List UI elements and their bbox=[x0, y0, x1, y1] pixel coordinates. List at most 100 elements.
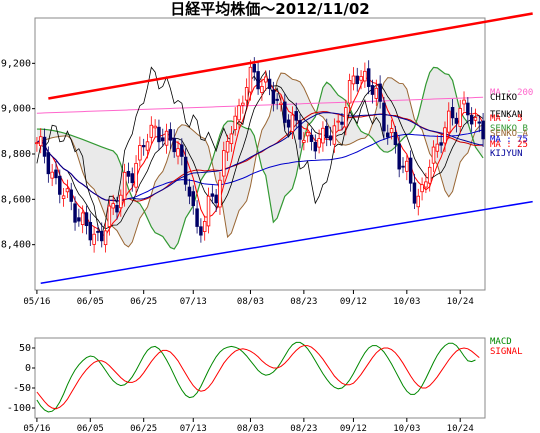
candle-body bbox=[88, 222, 93, 241]
x-tick-label: 05/16 bbox=[23, 297, 50, 307]
candle-body bbox=[183, 156, 188, 185]
legend-item: SENKO_B bbox=[490, 124, 528, 134]
candle-body bbox=[187, 186, 192, 197]
candle-body bbox=[450, 107, 455, 119]
candle-body bbox=[111, 203, 115, 209]
candle-body bbox=[103, 230, 108, 246]
macd-x-tick-label: 09/12 bbox=[340, 424, 367, 433]
candle-body bbox=[50, 171, 54, 179]
candle-body bbox=[77, 217, 81, 222]
candle-body bbox=[286, 119, 291, 128]
candle-body bbox=[46, 152, 51, 175]
candle-body bbox=[332, 125, 337, 145]
candle-body bbox=[366, 68, 371, 87]
candle-body bbox=[466, 102, 470, 116]
candle-body bbox=[359, 76, 363, 81]
candle-body bbox=[248, 66, 253, 93]
candle-body bbox=[180, 144, 184, 157]
candle-body bbox=[164, 130, 169, 146]
candle-body bbox=[416, 195, 420, 208]
candle-body bbox=[370, 85, 375, 95]
candle-body bbox=[405, 160, 409, 172]
candle-body bbox=[439, 142, 443, 146]
candle-body bbox=[145, 141, 150, 151]
candle-body bbox=[130, 173, 134, 184]
chiko-line bbox=[36, 66, 385, 237]
macd-x-tick-label: 08/23 bbox=[290, 424, 317, 433]
legend-item: KIJYUN bbox=[490, 149, 523, 159]
candle-body bbox=[401, 165, 405, 168]
candle-body bbox=[35, 142, 39, 145]
candle-body bbox=[477, 121, 482, 124]
candle-body bbox=[393, 132, 398, 146]
candle-body bbox=[61, 195, 66, 199]
candle-body bbox=[107, 205, 112, 227]
candle-body bbox=[420, 184, 424, 193]
ma200-line bbox=[36, 96, 484, 114]
candle-body bbox=[54, 169, 58, 179]
candle-body bbox=[382, 102, 386, 132]
x-tick-label: 06/25 bbox=[130, 297, 157, 307]
candle-body bbox=[271, 89, 276, 104]
candle-body bbox=[473, 117, 478, 121]
chart-title: 日経平均株価～2012/11/02 bbox=[170, 0, 370, 18]
candle-body bbox=[161, 137, 165, 142]
candle-body bbox=[260, 86, 264, 93]
candle-body bbox=[141, 145, 146, 148]
y-tick-label: 8,600 bbox=[1, 194, 31, 205]
candle-body bbox=[397, 143, 401, 170]
candle-body bbox=[176, 148, 180, 157]
macd-x-tick-label: 06/05 bbox=[77, 424, 104, 433]
candle-body bbox=[38, 136, 43, 147]
trendline bbox=[48, 12, 533, 100]
candle-body bbox=[210, 193, 215, 197]
candle-body bbox=[199, 226, 203, 236]
indicator-lines bbox=[36, 66, 484, 237]
macd-legend-item: SIGNAL bbox=[490, 347, 523, 357]
candle-body bbox=[283, 101, 287, 123]
macd-y-tick-label: -50 bbox=[13, 383, 31, 394]
macd-y-tick-label: 50 bbox=[19, 343, 31, 354]
macd-x-tick-label: 07/13 bbox=[180, 424, 207, 433]
candle-body bbox=[115, 204, 119, 213]
candle-body bbox=[191, 191, 195, 207]
candle-body bbox=[298, 120, 302, 140]
candle-body bbox=[229, 133, 234, 145]
candle-body bbox=[340, 121, 344, 125]
candle-body bbox=[431, 146, 436, 164]
candle-body bbox=[347, 80, 352, 104]
candle-body bbox=[294, 111, 298, 121]
candle-body bbox=[469, 115, 474, 125]
candle-body bbox=[302, 139, 306, 143]
candle-body bbox=[195, 208, 199, 227]
trendlines bbox=[40, 12, 533, 284]
legend-item: CHIKO bbox=[490, 93, 517, 103]
trendline bbox=[40, 200, 533, 284]
candle-body bbox=[344, 107, 348, 128]
legend-item: MA : 5 bbox=[490, 114, 523, 124]
candle-body bbox=[355, 75, 359, 85]
ichimoku-cloud bbox=[36, 66, 484, 250]
candle-body bbox=[447, 110, 451, 133]
candle-body bbox=[321, 127, 325, 144]
y-tick-label: 8,800 bbox=[1, 149, 31, 160]
candle-body bbox=[279, 102, 283, 105]
candle-body bbox=[92, 233, 96, 245]
candle-body bbox=[149, 124, 154, 138]
macd-x-tick-label: 10/24 bbox=[447, 424, 474, 433]
candle-body bbox=[218, 179, 222, 208]
candle-body bbox=[138, 145, 142, 161]
candle-body bbox=[386, 132, 390, 138]
candle-body bbox=[351, 75, 356, 85]
candle-body bbox=[202, 221, 207, 232]
legend-item: SENKO_A bbox=[490, 129, 529, 139]
candle-body bbox=[427, 166, 432, 184]
macd-series-line bbox=[36, 345, 480, 410]
macd-y-tick-label: 0 bbox=[25, 363, 31, 374]
candle-body bbox=[412, 182, 417, 204]
candle-body bbox=[290, 114, 295, 132]
candle-body bbox=[122, 171, 127, 200]
macd-y-tick-label: -100 bbox=[7, 403, 31, 414]
